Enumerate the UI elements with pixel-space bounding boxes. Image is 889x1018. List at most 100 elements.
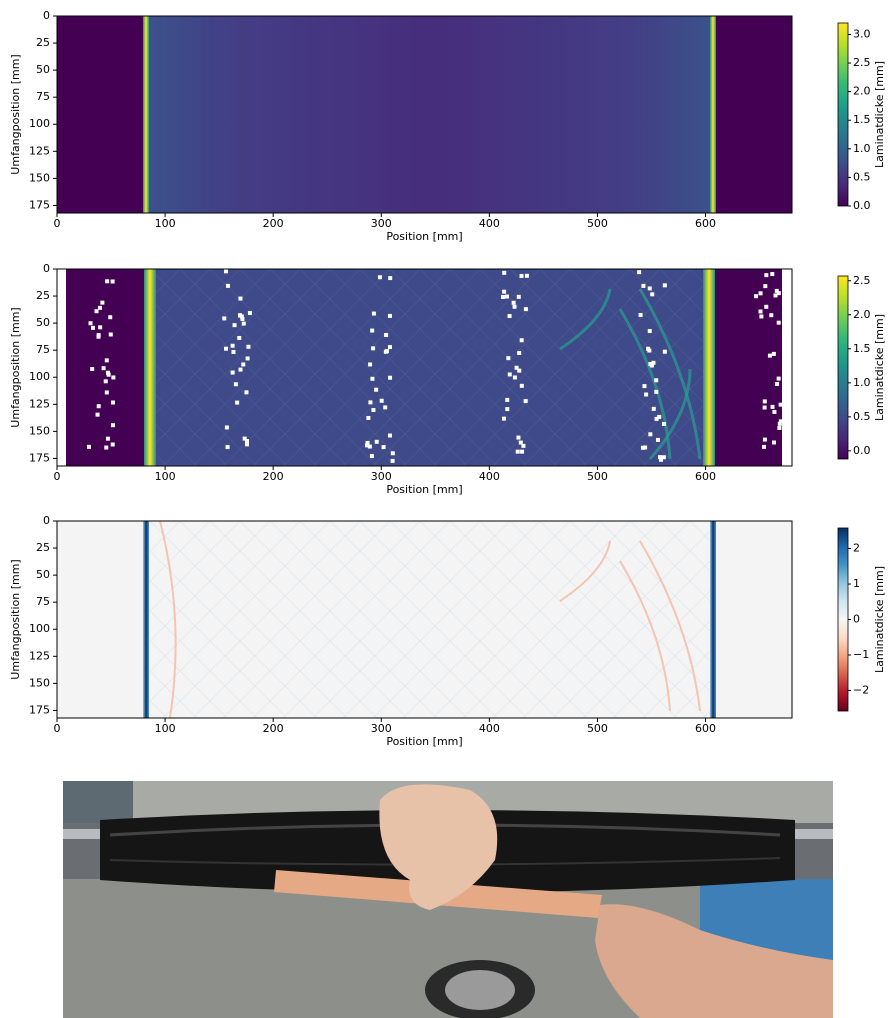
heatmap-dot (94, 309, 99, 314)
heatmap-dot (246, 344, 251, 349)
heatmap-dot (366, 415, 371, 420)
x-tick-label: 500 (587, 217, 608, 230)
heatmap-dot (638, 312, 643, 317)
y-tick-label: 150 (29, 171, 50, 184)
heatmap-dot (390, 451, 395, 456)
x-tick-label: 0 (54, 470, 61, 483)
heatmap-dot (511, 300, 516, 305)
heatmap-dot (242, 436, 247, 441)
heatmap-dot (758, 309, 763, 314)
heatmap-dot (662, 283, 667, 288)
colorbar-tick-label: 2.0 (853, 308, 871, 321)
x-tick-label: 0 (54, 217, 61, 230)
heatmap-dot (230, 343, 235, 348)
heatmap-dot (379, 398, 384, 403)
heatmap-dot (370, 328, 375, 333)
heatmap-dot (388, 276, 393, 281)
heatmap-dot (506, 356, 511, 361)
x-tick-label: 200 (263, 470, 284, 483)
heatmap-edge (143, 16, 149, 213)
heatmap-dot (641, 283, 646, 288)
plot-frame (56, 268, 793, 467)
y-tick-label: 100 (29, 370, 50, 383)
heatmap-dot (110, 442, 115, 447)
heatmap-dot (90, 325, 95, 330)
heatmap-dot (771, 351, 776, 356)
heatmap-dot (245, 442, 250, 447)
heatmap-dot (383, 349, 388, 354)
heatmap-dot (507, 314, 512, 319)
heatmap-dot (368, 362, 373, 367)
x-tick-label: 300 (371, 470, 392, 483)
heatmap-dot (96, 404, 101, 409)
heatmap-dot (240, 316, 245, 321)
heatmap-dot (504, 294, 509, 299)
heatmap-dot (772, 409, 777, 414)
heatmap-dot (390, 458, 395, 463)
heatmap-dot (775, 381, 780, 386)
heatmap-dot (518, 440, 523, 445)
heatmap-dot (763, 284, 768, 289)
colorbar-tick-label: 0.5 (853, 170, 871, 183)
heatmap-dot (106, 372, 111, 377)
heatmap-dot (524, 273, 529, 278)
heatmap-dot (369, 454, 374, 459)
colorbar-tick-label: 1.0 (853, 142, 871, 155)
colorbar-tick-label: 2.5 (853, 274, 871, 287)
heatmap-dot (225, 445, 230, 450)
heatmap-dot (222, 316, 227, 321)
heatmap-dot (371, 346, 376, 351)
heatmap-dot (651, 360, 656, 365)
y-tick-label: 175 (29, 703, 50, 716)
heatmap-dot (758, 291, 763, 296)
heatmap-dot (241, 321, 246, 326)
colorbar-tick-label: 0.5 (853, 410, 871, 423)
heatmap-dot (232, 323, 237, 328)
heatmap-dot (647, 329, 652, 334)
heatmap-dot (97, 305, 102, 310)
y-tick-label: 100 (29, 622, 50, 635)
colorbar (837, 22, 849, 207)
heatmap-dot (762, 399, 767, 404)
colorbar-tick-label: 1 (853, 577, 860, 590)
heatmap-dot (368, 400, 373, 405)
y-axis-label: Umfangposition [mm] (9, 559, 22, 679)
colorbar-tick-label: 2 (853, 542, 860, 555)
heatmap-dot (512, 304, 517, 309)
heatmap-dot (365, 440, 370, 445)
heatmap-dot (655, 437, 660, 442)
y-tick-label: 100 (29, 117, 50, 130)
plot-frame (56, 520, 793, 719)
heatmap-dot (500, 294, 505, 299)
heatmap-dot (662, 421, 667, 426)
colorbar (837, 275, 849, 460)
heatmap-dot (105, 279, 110, 284)
heatmap-dot (384, 332, 389, 337)
heatmap-dot (778, 402, 783, 407)
heatmap-dot (654, 378, 659, 383)
heatmap-dot (644, 392, 649, 397)
colorbar-tick-label: 1.5 (853, 342, 871, 355)
heatmap-dot (387, 313, 392, 318)
heatmap (57, 16, 792, 213)
heatmap-dot (637, 270, 642, 275)
heatmap-dot (95, 412, 100, 417)
heatmap-dot (777, 426, 782, 431)
heatmap-dot (224, 425, 229, 430)
heatmap-dot (657, 414, 662, 419)
heatmap-dot (516, 294, 521, 299)
heatmap-dot (640, 445, 645, 450)
heatmap-dot (224, 346, 229, 351)
x-tick-label: 500 (587, 470, 608, 483)
photo (63, 781, 833, 1018)
colorbar-tick-label: 1.5 (853, 113, 871, 126)
heatmap-dot (230, 370, 235, 375)
heatmap-dot (505, 407, 510, 412)
y-tick-label: 25 (36, 36, 50, 49)
heatmap-dot (387, 345, 392, 350)
x-tick-label: 100 (155, 217, 176, 230)
heatmap-streak (159, 520, 177, 719)
heatmap-dot (245, 356, 250, 361)
heatmap-dot (108, 332, 113, 337)
